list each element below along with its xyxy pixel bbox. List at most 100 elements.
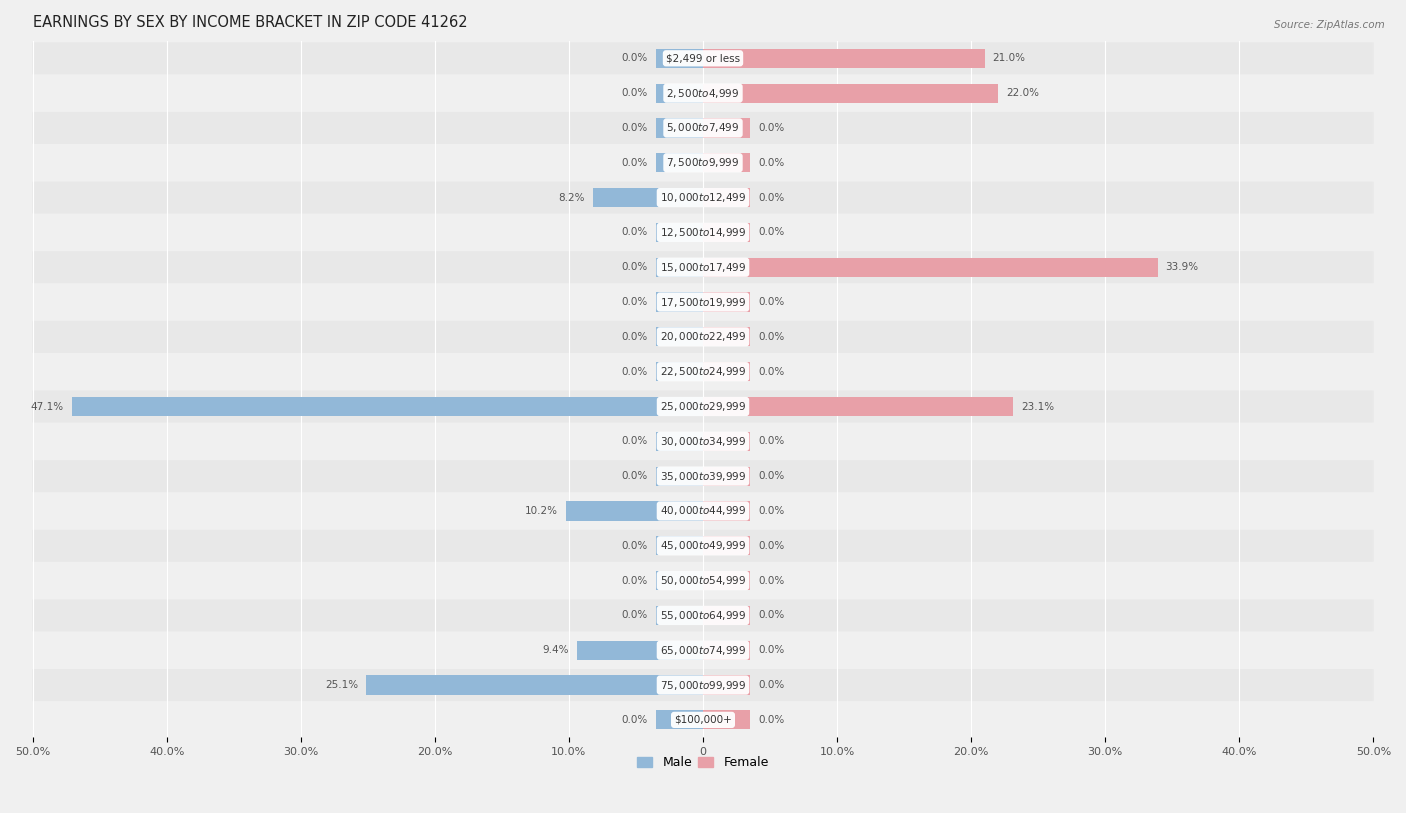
Bar: [657, 328, 703, 346]
Text: 0.0%: 0.0%: [758, 506, 785, 516]
Text: 0.0%: 0.0%: [758, 193, 785, 202]
Text: 0.0%: 0.0%: [621, 88, 648, 98]
Text: 0.0%: 0.0%: [621, 54, 648, 63]
Text: 9.4%: 9.4%: [543, 646, 569, 655]
Bar: [703, 502, 749, 520]
Text: 0.0%: 0.0%: [758, 715, 785, 725]
Bar: [657, 49, 703, 67]
Text: 0.0%: 0.0%: [621, 541, 648, 550]
Text: 0.0%: 0.0%: [758, 367, 785, 376]
Text: $35,000 to $39,999: $35,000 to $39,999: [659, 470, 747, 483]
Bar: [657, 258, 703, 276]
Text: 0.0%: 0.0%: [758, 158, 785, 167]
Bar: [703, 711, 749, 729]
Bar: [703, 84, 998, 102]
Text: $15,000 to $17,499: $15,000 to $17,499: [659, 261, 747, 274]
Text: 0.0%: 0.0%: [621, 228, 648, 237]
FancyBboxPatch shape: [32, 146, 1374, 179]
Text: $10,000 to $12,499: $10,000 to $12,499: [659, 191, 747, 204]
Bar: [657, 711, 703, 729]
FancyBboxPatch shape: [32, 530, 1374, 562]
Text: $12,500 to $14,999: $12,500 to $14,999: [659, 226, 747, 239]
FancyBboxPatch shape: [32, 634, 1374, 667]
Bar: [657, 119, 703, 137]
Text: 0.0%: 0.0%: [621, 332, 648, 341]
Text: 0.0%: 0.0%: [621, 297, 648, 307]
Bar: [657, 223, 703, 242]
Text: $7,500 to $9,999: $7,500 to $9,999: [666, 156, 740, 169]
Bar: [703, 258, 1157, 276]
Text: 0.0%: 0.0%: [758, 437, 785, 446]
Text: 0.0%: 0.0%: [758, 228, 785, 237]
Text: Source: ZipAtlas.com: Source: ZipAtlas.com: [1274, 20, 1385, 30]
Bar: [703, 328, 749, 346]
Text: 47.1%: 47.1%: [31, 402, 63, 411]
Text: $100,000+: $100,000+: [673, 715, 733, 725]
Bar: [703, 537, 749, 555]
Bar: [703, 571, 749, 590]
Text: 0.0%: 0.0%: [758, 576, 785, 585]
Text: 0.0%: 0.0%: [758, 680, 785, 690]
Text: 0.0%: 0.0%: [758, 297, 785, 307]
Bar: [657, 467, 703, 485]
FancyBboxPatch shape: [32, 181, 1374, 214]
FancyBboxPatch shape: [32, 112, 1374, 144]
Bar: [657, 606, 703, 625]
Text: $2,500 to $4,999: $2,500 to $4,999: [666, 87, 740, 100]
Text: $25,000 to $29,999: $25,000 to $29,999: [659, 400, 747, 413]
Text: 25.1%: 25.1%: [325, 680, 359, 690]
Text: $40,000 to $44,999: $40,000 to $44,999: [659, 504, 747, 517]
FancyBboxPatch shape: [32, 216, 1374, 249]
Bar: [703, 641, 749, 660]
Bar: [703, 223, 749, 242]
Text: 0.0%: 0.0%: [621, 715, 648, 725]
Bar: [657, 362, 703, 381]
Bar: [657, 84, 703, 102]
FancyBboxPatch shape: [32, 425, 1374, 458]
FancyBboxPatch shape: [32, 251, 1374, 283]
Text: $55,000 to $64,999: $55,000 to $64,999: [659, 609, 747, 622]
FancyBboxPatch shape: [32, 321, 1374, 353]
FancyBboxPatch shape: [32, 286, 1374, 318]
Text: $30,000 to $34,999: $30,000 to $34,999: [659, 435, 747, 448]
Text: 21.0%: 21.0%: [993, 54, 1025, 63]
Text: $75,000 to $99,999: $75,000 to $99,999: [659, 679, 747, 692]
Bar: [657, 571, 703, 590]
Text: 22.0%: 22.0%: [1007, 88, 1039, 98]
Bar: [657, 432, 703, 451]
Bar: [72, 397, 703, 416]
Text: 0.0%: 0.0%: [758, 472, 785, 481]
FancyBboxPatch shape: [32, 704, 1374, 736]
Text: 33.9%: 33.9%: [1166, 263, 1199, 272]
Text: EARNINGS BY SEX BY INCOME BRACKET IN ZIP CODE 41262: EARNINGS BY SEX BY INCOME BRACKET IN ZIP…: [32, 15, 467, 30]
Text: 0.0%: 0.0%: [758, 541, 785, 550]
Text: 10.2%: 10.2%: [526, 506, 558, 516]
Bar: [367, 676, 703, 694]
Text: 0.0%: 0.0%: [621, 437, 648, 446]
FancyBboxPatch shape: [32, 355, 1374, 388]
Bar: [657, 537, 703, 555]
Bar: [703, 119, 749, 137]
FancyBboxPatch shape: [32, 564, 1374, 597]
Text: $65,000 to $74,999: $65,000 to $74,999: [659, 644, 747, 657]
Bar: [657, 153, 703, 172]
Bar: [593, 188, 703, 207]
Text: $20,000 to $22,499: $20,000 to $22,499: [659, 330, 747, 343]
Bar: [703, 676, 749, 694]
Bar: [657, 293, 703, 311]
Bar: [703, 362, 749, 381]
Text: 0.0%: 0.0%: [621, 367, 648, 376]
Text: $2,499 or less: $2,499 or less: [666, 54, 740, 63]
Text: 0.0%: 0.0%: [621, 576, 648, 585]
FancyBboxPatch shape: [32, 77, 1374, 109]
Text: 0.0%: 0.0%: [758, 611, 785, 620]
Bar: [567, 502, 703, 520]
Bar: [703, 293, 749, 311]
Text: 0.0%: 0.0%: [621, 472, 648, 481]
Text: 0.0%: 0.0%: [758, 123, 785, 133]
FancyBboxPatch shape: [32, 495, 1374, 527]
Text: 0.0%: 0.0%: [758, 332, 785, 341]
Bar: [703, 188, 749, 207]
Text: 0.0%: 0.0%: [621, 123, 648, 133]
Legend: Male, Female: Male, Female: [637, 756, 769, 769]
